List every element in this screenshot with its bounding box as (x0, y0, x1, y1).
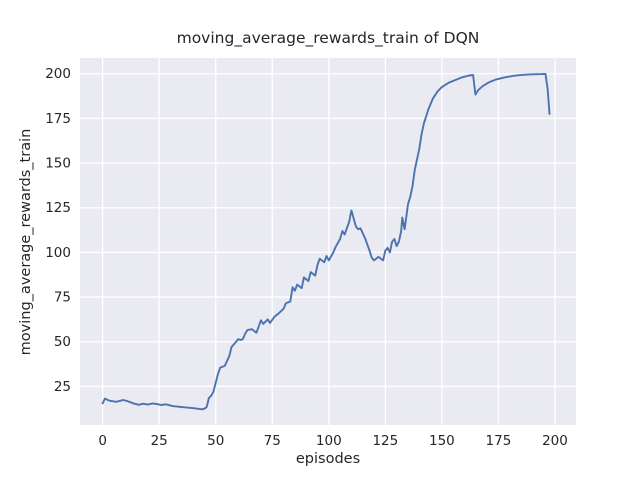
y-tick-label: 200 (45, 66, 71, 82)
x-tick-label: 0 (98, 433, 107, 449)
y-tick-label: 25 (54, 379, 71, 395)
x-tick-label: 100 (316, 433, 342, 449)
y-tick-label: 100 (45, 245, 71, 261)
y-axis-label: moving_average_rewards_train (18, 128, 34, 356)
x-tick-label: 25 (151, 433, 168, 449)
x-tick-label: 200 (542, 433, 568, 449)
x-tick-label: 50 (207, 433, 224, 449)
x-tick-label: 125 (372, 433, 398, 449)
y-tick-label: 175 (45, 111, 71, 127)
y-tick-label: 125 (45, 200, 71, 216)
series-line-moving_average_rewards_train (101, 72, 551, 411)
x-tick-label: 75 (264, 433, 281, 449)
x-tick-label: 150 (429, 433, 455, 449)
x-tick-label: 175 (486, 433, 512, 449)
y-tick-label: 150 (45, 156, 71, 172)
y-tick-label: 75 (54, 290, 71, 306)
axes-background (80, 58, 576, 425)
y-tick-label: 50 (54, 334, 71, 350)
chart-title: moving_average_rewards_train of DQN (176, 29, 480, 47)
x-axis-label: episodes (295, 451, 361, 467)
